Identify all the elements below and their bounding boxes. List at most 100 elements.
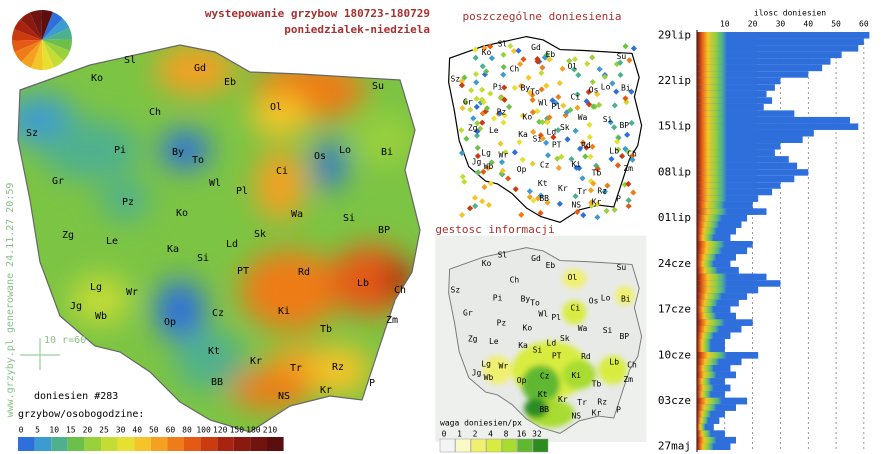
city-label: Gr <box>52 176 64 187</box>
pie-wedge <box>42 40 70 61</box>
city-label: Pi <box>493 83 503 92</box>
bar-overlay <box>697 436 736 444</box>
pie-wedge <box>31 40 43 70</box>
city-label: Wl <box>538 98 548 107</box>
bar-overlay <box>697 201 753 209</box>
city-label: Lg <box>481 359 491 368</box>
city-label: BB <box>539 405 549 414</box>
legend-label: 120 <box>213 426 228 435</box>
legend-swatch <box>134 437 151 451</box>
city-label: Ko <box>523 324 533 333</box>
city-label: Cz <box>540 161 550 170</box>
legend-swatch <box>267 437 284 451</box>
bar-overlay <box>697 234 731 241</box>
bar-overlay <box>697 38 757 46</box>
report-dot <box>538 86 545 93</box>
city-label: Rz <box>597 187 607 196</box>
city-label: Tb <box>320 324 332 335</box>
bar-overlay <box>697 195 757 202</box>
report-dot <box>529 109 536 116</box>
city-label: Rd <box>298 267 310 278</box>
pie-wedge <box>41 10 53 40</box>
report-dot <box>481 184 488 191</box>
report-dot <box>459 173 466 180</box>
city-label: Pi <box>114 145 126 156</box>
city-label: Kt <box>538 390 548 399</box>
city-label: Sz <box>26 128 38 139</box>
report-dot <box>594 200 601 208</box>
city-label: Tb <box>592 379 602 388</box>
bar-overlay <box>697 84 757 91</box>
report-dot <box>625 180 632 188</box>
pie-wedge <box>29 10 42 41</box>
legend-label: 32 <box>532 430 542 439</box>
x-tick-label: 60 <box>859 20 869 29</box>
bar-overlay <box>697 129 757 137</box>
report-dot <box>567 106 574 114</box>
report-dot <box>530 128 537 136</box>
bar-overlay <box>697 214 748 222</box>
bar-overlay <box>697 423 714 431</box>
legend-swatch <box>455 438 471 453</box>
report-dot <box>555 93 562 101</box>
city-label: Zg <box>468 123 478 132</box>
city-label: Sz <box>451 74 461 83</box>
y-tick-label: 24cze <box>658 257 691 270</box>
report-dot <box>518 211 525 218</box>
bar-overlay <box>697 169 757 176</box>
city-label: Ka <box>518 341 528 350</box>
city-label: Bi <box>621 83 631 92</box>
subtitle: poniedzialek-niedziela <box>284 23 430 36</box>
city-label: Si <box>603 115 613 124</box>
report-dot <box>608 155 615 163</box>
x-tick-label: 50 <box>831 20 841 29</box>
city-label: Ld <box>226 239 238 250</box>
bar-overlay <box>697 410 725 418</box>
bar-overlay <box>697 143 757 150</box>
bar-overlay <box>697 247 748 255</box>
report-dot <box>625 197 632 204</box>
city-label: Ko <box>523 113 533 122</box>
bar <box>697 38 864 46</box>
city-label: Jg <box>472 368 482 377</box>
bar-overlay <box>697 97 757 104</box>
city-label: Zm <box>623 375 633 384</box>
city-label: Su <box>617 52 627 61</box>
legend-label: 40 <box>132 426 142 435</box>
city-label: Lg <box>90 282 102 293</box>
city-label: Kr <box>558 395 568 404</box>
city-label: Ko <box>91 73 103 84</box>
city-label: Os <box>589 296 599 305</box>
bar-overlay <box>697 162 757 170</box>
bar <box>697 32 870 39</box>
city-label: Sk <box>560 334 570 343</box>
city-label: Ki <box>571 160 581 169</box>
title: wystepowanie grzybow 180723-180729 <box>205 7 430 20</box>
city-label: Ch <box>627 361 637 370</box>
city-label: To <box>530 87 540 96</box>
chart-title: ilosc doniesien <box>754 9 826 18</box>
report-dot <box>589 54 596 61</box>
city-label: Op <box>164 317 176 328</box>
report-dot <box>630 189 637 196</box>
report-dot <box>458 78 465 85</box>
city-label: Cz <box>212 308 224 319</box>
city-label: Si <box>197 253 209 264</box>
legend-label: 20 <box>83 426 93 435</box>
bar-overlay <box>697 312 736 320</box>
report-dot <box>458 149 466 157</box>
city-label: Su <box>372 81 384 92</box>
y-tick-label: 17cze <box>658 303 691 316</box>
city-label: Rz <box>332 362 344 373</box>
report-dot <box>615 134 622 141</box>
report-dot <box>479 198 486 205</box>
report-dot <box>479 119 486 126</box>
city-label: Jg <box>472 157 482 166</box>
city-label: Kr <box>592 409 602 418</box>
report-dot <box>571 66 578 73</box>
report-dot <box>461 178 468 185</box>
city-label: Bi <box>381 147 393 158</box>
city-label: Wr <box>499 151 509 160</box>
report-dot <box>470 115 477 122</box>
y-tick-label: 03cze <box>658 394 691 407</box>
